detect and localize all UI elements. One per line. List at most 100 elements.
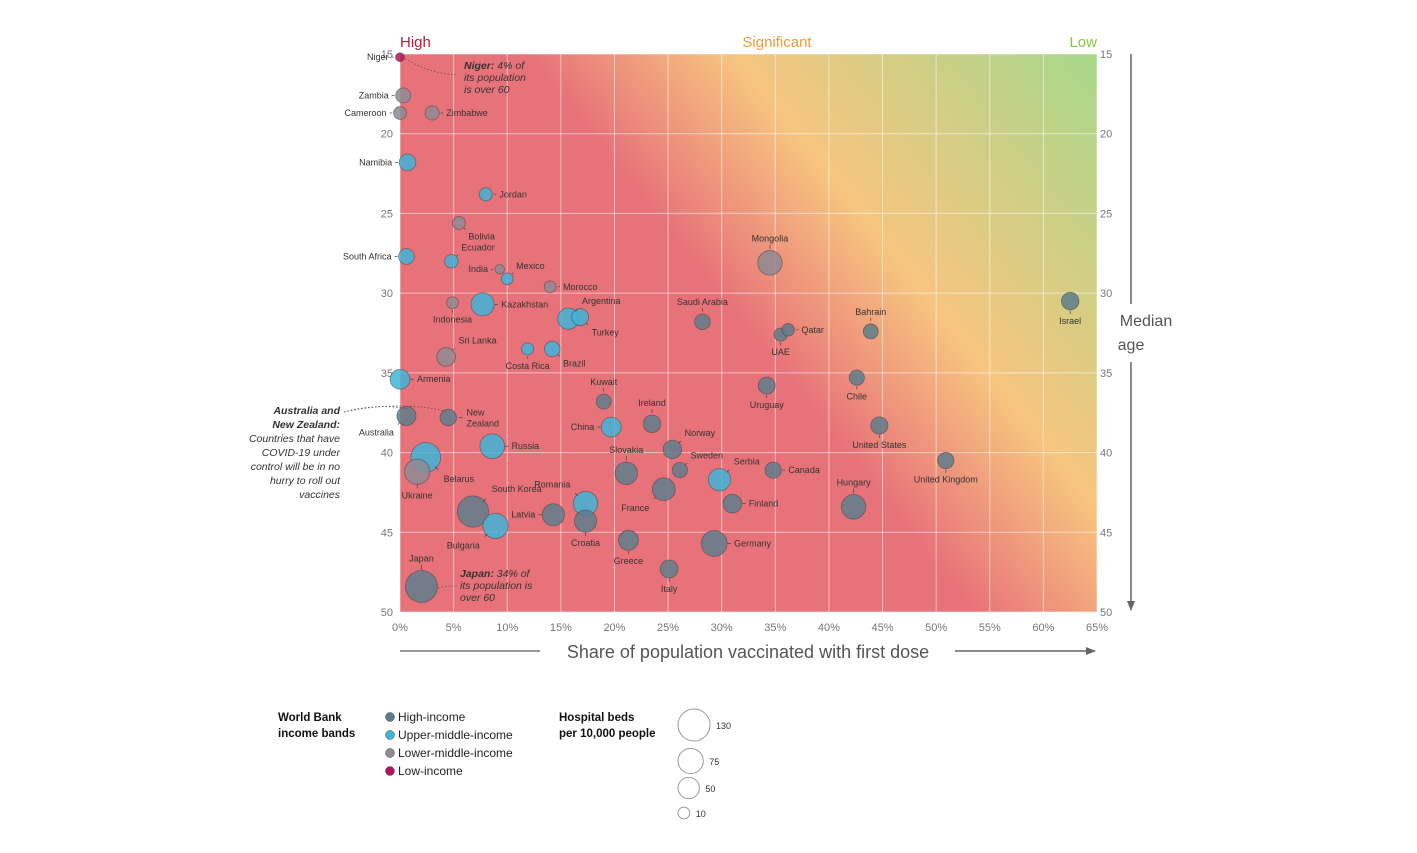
country-label-jordan: Jordan: [499, 189, 527, 199]
y-axis-label-median: Median: [1120, 313, 1172, 330]
country-label-germany: Germany: [734, 538, 772, 548]
bubble-turkey: [571, 308, 590, 326]
beds-legend-circle-75: [677, 747, 704, 775]
y-tick-label-right: 45: [1100, 527, 1112, 539]
x-tick-label: 25%: [657, 622, 679, 634]
y-tick-label-left: 30: [381, 288, 393, 300]
niger-annotation-leader: [401, 56, 459, 76]
x-tick-label: 5%: [446, 622, 462, 634]
risk-gradient-background: [400, 54, 1097, 612]
country-label-norway: Norway: [685, 428, 716, 438]
income-legend-title-1: World Bank: [278, 712, 342, 724]
country-label-romania: Romania: [534, 479, 570, 489]
svg-text:Countries that have: Countries that have: [249, 433, 340, 445]
country-label-brazil: Brazil: [563, 359, 586, 369]
country-label-zambia: Zambia: [359, 90, 389, 100]
country-label-croatia: Croatia: [571, 538, 600, 548]
y-axis-label-age: age: [1118, 337, 1145, 354]
y-tick-label-right: 30: [1100, 288, 1112, 300]
country-label-finland: Finland: [749, 499, 779, 509]
risk-label-low: Low: [1069, 34, 1097, 51]
country-label-china: China: [571, 422, 595, 432]
legend-label-lower-middle-income: Lower-middle-income: [398, 746, 513, 760]
x-tick-label: 40%: [818, 622, 840, 634]
data-bubbles: [389, 52, 1080, 603]
bubble-qatar: [781, 323, 795, 337]
bubble-united-states: [870, 416, 889, 435]
australia-nz-annotation: Australia and New Zealand: Countries tha…: [249, 405, 449, 501]
country-label-united-states: United States: [852, 440, 907, 450]
bubble-japan: [405, 570, 438, 603]
bubble-morocco: [543, 280, 557, 294]
y-tick-label-left: 15: [381, 49, 393, 61]
y-tick-label-right: 50: [1100, 607, 1112, 619]
y-tick-label-left: 20: [381, 129, 393, 141]
japan-annotation-leader: [437, 585, 458, 589]
x-tick-label: 30%: [711, 622, 733, 634]
legend-swatch-upper-middle-income: [385, 730, 395, 740]
country-label-argentina: Argentina: [582, 296, 621, 306]
beds-legend-circle-130: [677, 708, 711, 742]
svg-text:its population is: its population is: [460, 580, 533, 592]
svg-text:vaccines: vaccines: [299, 489, 341, 501]
svg-text:is over 60: is over 60: [464, 84, 510, 96]
label-leader-belarus: [434, 466, 439, 471]
country-label-slovakia: Slovakia: [609, 445, 643, 455]
country-label-kazakhstan: Kazakhstan: [501, 299, 548, 309]
country-label-bahrain: Bahrain: [855, 307, 886, 317]
country-label-italy: Italy: [661, 584, 678, 594]
y-tick-label-left: 40: [381, 448, 393, 460]
bubble-latvia: [541, 503, 565, 527]
australia-nz-leader-2: [343, 405, 449, 413]
country-label-turkey: Turkey: [592, 328, 620, 338]
country-labels: Niger Zambia Cameroon Zimbabwe Namibia Jordan…: [343, 52, 1081, 594]
y-axis-ticks-right: 15 20 25 30 35 40 45 50: [1100, 49, 1112, 619]
svg-text:over 60: over 60: [460, 592, 495, 604]
label-leader-turkey: [585, 322, 589, 326]
y-tick-label-right: 15: [1100, 49, 1112, 61]
country-label-south-africa: South Africa: [343, 251, 392, 261]
beds-legend-label-130: 130: [716, 721, 731, 731]
country-label-ukraine: Ukraine: [402, 490, 433, 500]
risk-label-significant: Significant: [742, 34, 812, 51]
country-label-hungary: Hungary: [837, 478, 872, 488]
bubble-kuwait: [595, 393, 612, 410]
x-tick-label: 20%: [603, 622, 625, 634]
bubble-ecuador: [444, 254, 459, 269]
legend-label-high-income: High-income: [398, 710, 466, 724]
bubble-hungary: [840, 494, 867, 520]
bubble-jordan: [478, 187, 493, 202]
bubble-mongolia: [757, 250, 783, 276]
country-label-australia: Australia: [359, 427, 394, 437]
bubble-zimbabwe: [424, 105, 440, 121]
country-label-qatar: Qatar: [801, 325, 824, 335]
bubble-china: [600, 416, 622, 438]
country-label-cameroon: Cameroon: [345, 108, 387, 118]
country-label-japan: Japan: [409, 553, 434, 563]
x-tick-label: 55%: [979, 622, 1001, 634]
x-axis-label: Share of population vaccinated with firs…: [567, 642, 929, 662]
bubble-germany: [700, 530, 728, 557]
legend-label-low-income: Low-income: [398, 764, 463, 778]
bubble-russia: [479, 433, 505, 459]
country-label-chile: Chile: [847, 391, 868, 401]
bubble-greece: [618, 529, 639, 551]
x-axis-ticks: 0% 5% 10% 15% 20% 25% 30% 35% 40% 45% 50% 55% 60% 65%: [392, 622, 1108, 634]
country-label-serbia: Serbia: [734, 456, 760, 466]
niger-annotation: Niger: 4% of its population is over 60: [401, 56, 526, 96]
risk-label-high: High: [400, 34, 431, 51]
label-leader-ecuador: [456, 254, 459, 257]
y-tick-label-right: 20: [1100, 129, 1112, 141]
svg-text:control will be in no: control will be in no: [251, 461, 340, 473]
country-label-zimbabwe: Zimbabwe: [446, 108, 488, 118]
country-label-greece: Greece: [614, 556, 644, 566]
bubble-canada: [764, 461, 782, 479]
svg-text:New Zealand:: New Zealand:: [272, 419, 340, 431]
label-leader-romania: [574, 492, 578, 496]
country-label-niger: Niger: [367, 52, 389, 62]
country-label-sweden: Sweden: [690, 450, 723, 460]
country-label-morocco: Morocco: [563, 282, 598, 292]
x-tick-label: 15%: [550, 622, 572, 634]
